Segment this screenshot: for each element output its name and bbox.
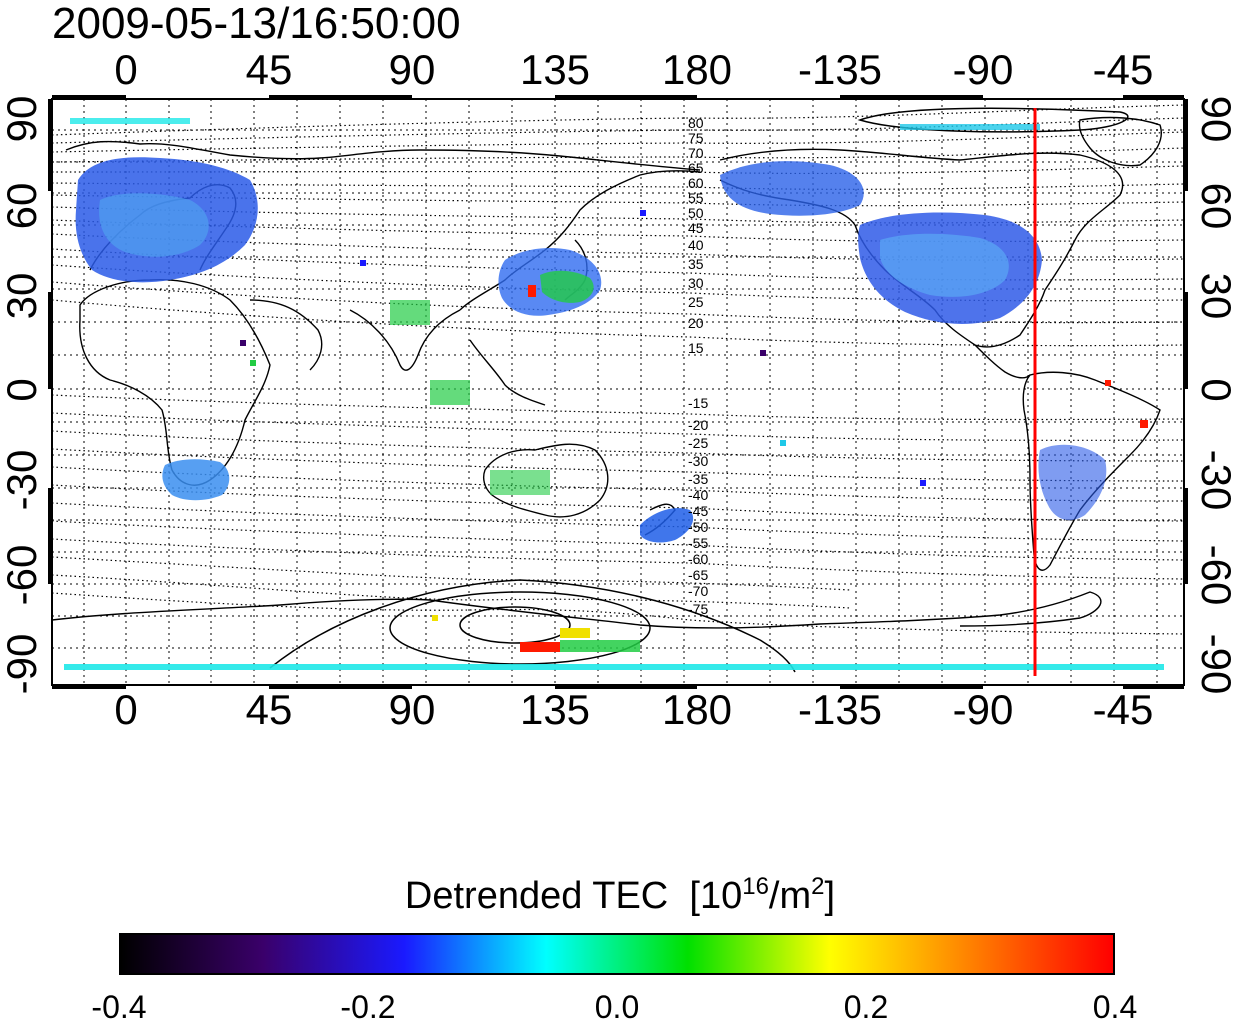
tec-patch-south-america xyxy=(1038,444,1107,521)
tec-dot xyxy=(360,260,366,266)
mlat-label-75: 75 xyxy=(688,130,704,146)
colorbar-tick--0.2: -0.2 xyxy=(340,989,396,1025)
tec-strip-north xyxy=(70,118,190,124)
colorbar-tick-0.2: 0.2 xyxy=(843,989,889,1025)
mlat-label-m40: -40 xyxy=(688,487,708,503)
tec-patch-europe-light xyxy=(99,193,209,257)
mlat-label-40: 40 xyxy=(688,237,704,253)
mlat-label-m30: -30 xyxy=(688,453,708,469)
mlat-label-35: 35 xyxy=(688,256,704,272)
tec-patch-north-america-light xyxy=(880,233,1009,297)
colorbar-unit-area-exponent: 2 xyxy=(811,873,825,900)
mlat-label-30: 30 xyxy=(688,275,704,291)
mlat-label-25: 25 xyxy=(688,294,704,310)
magnetic-latitude-labels: 80 75 70 65 60 55 50 45 40 35 30 25 20 1… xyxy=(688,115,708,617)
tec-dot xyxy=(920,480,926,486)
tec-dot xyxy=(240,340,246,346)
tec-data-layer xyxy=(64,118,1164,670)
colorbar-gradient xyxy=(119,933,1115,975)
mlat-label-m70: -70 xyxy=(688,583,708,599)
tec-dot xyxy=(390,300,430,325)
mlat-label-70: 70 xyxy=(688,145,704,161)
mlat-label-55: 55 xyxy=(688,190,704,206)
colorbar-unit-base: 10 xyxy=(699,875,743,917)
lon-label-bottom-0: 0 xyxy=(114,686,138,733)
lon-label-bottom-45: 45 xyxy=(245,686,293,733)
mlat-label-50: 50 xyxy=(688,205,704,221)
mlat-label-15: 15 xyxy=(688,340,704,356)
graticule-grid xyxy=(52,99,1184,685)
world-map: 80 75 70 65 60 55 50 45 40 35 30 25 20 1… xyxy=(48,95,1188,689)
lon-label-top-135: 135 xyxy=(519,46,591,93)
lon-label-top-0: 0 xyxy=(114,46,138,93)
lon-label-top-90: 90 xyxy=(388,46,436,93)
mlat-label-65: 65 xyxy=(688,160,704,176)
mlat-label-m75: -75 xyxy=(688,601,708,617)
tec-dot xyxy=(250,360,256,366)
continent-outlines xyxy=(52,116,1162,629)
mlat-label-m45: -45 xyxy=(688,503,708,519)
mlat-label-m20: -20 xyxy=(688,417,708,433)
mlat-label-20: 20 xyxy=(688,315,704,331)
timestamp-title: 2009-05-13/16:50:00 xyxy=(52,0,461,48)
lon-label-top-m45: -45 xyxy=(1092,46,1154,93)
tec-dot xyxy=(432,615,438,621)
tec-strip-south-cyan xyxy=(64,664,1164,670)
tec-patch-canada xyxy=(720,161,864,216)
lon-label-bottom-m135: -135 xyxy=(797,686,883,733)
tec-dot xyxy=(1140,420,1148,428)
lon-label-bottom-135: 135 xyxy=(519,686,591,733)
tec-dot xyxy=(640,210,646,216)
lon-label-top-180: 180 xyxy=(661,46,733,93)
tec-patch-nz xyxy=(640,508,694,543)
tec-patch-east-asia-green xyxy=(540,270,594,303)
mlat-label-45: 45 xyxy=(688,220,704,236)
tec-patch-antarctic-green xyxy=(560,640,640,652)
lon-label-top-45: 45 xyxy=(245,46,293,93)
frame-tick-bars xyxy=(48,95,1188,689)
lon-label-bottom-m45: -45 xyxy=(1092,686,1154,733)
tec-dot xyxy=(760,350,766,356)
colorbar-tick-0.0: 0.0 xyxy=(594,989,640,1025)
lon-label-bottom-90: 90 xyxy=(388,686,436,733)
mlat-label-m25: -25 xyxy=(688,435,708,451)
mlat-label-60: 60 xyxy=(688,175,704,191)
lon-label-top-m90: -90 xyxy=(952,46,1014,93)
mlat-label-m65: -65 xyxy=(688,567,708,583)
lon-label-bottom-180: 180 xyxy=(661,686,733,733)
tec-patch-south-africa xyxy=(162,459,230,501)
tec-patch-antarctic-red xyxy=(520,642,560,652)
colorbar-unit-mid: /m xyxy=(768,875,812,917)
lon-label-top-m135: -135 xyxy=(797,46,883,93)
tec-dot xyxy=(1105,380,1111,386)
mlat-label-m15: -15 xyxy=(688,395,708,411)
south-pole-contours xyxy=(269,107,1129,673)
colorbar-title-text: Detrended TEC xyxy=(404,875,669,917)
mlat-label-80: 80 xyxy=(688,115,704,131)
mlat-label-m50: -50 xyxy=(688,519,708,535)
tec-dot xyxy=(528,285,536,297)
mlat-label-m55: -55 xyxy=(688,535,708,551)
colorbar-tick--0.4: -0.4 xyxy=(91,989,147,1025)
tec-strip-north-2 xyxy=(900,124,1040,130)
tec-patch-antarctic-yellow xyxy=(560,628,590,638)
mlat-label-m60: -60 xyxy=(688,551,708,567)
tec-dot xyxy=(780,440,786,446)
colorbar-unit-exponent: 16 xyxy=(742,873,769,900)
tec-dot xyxy=(430,380,470,405)
colorbar-tick-0.4: 0.4 xyxy=(1092,989,1138,1025)
lon-label-bottom-m90: -90 xyxy=(952,686,1014,733)
colorbar-title: Detrended TEC [1016/m2] xyxy=(404,873,836,918)
mlat-label-m35: -35 xyxy=(688,471,708,487)
tec-dot xyxy=(490,470,550,495)
